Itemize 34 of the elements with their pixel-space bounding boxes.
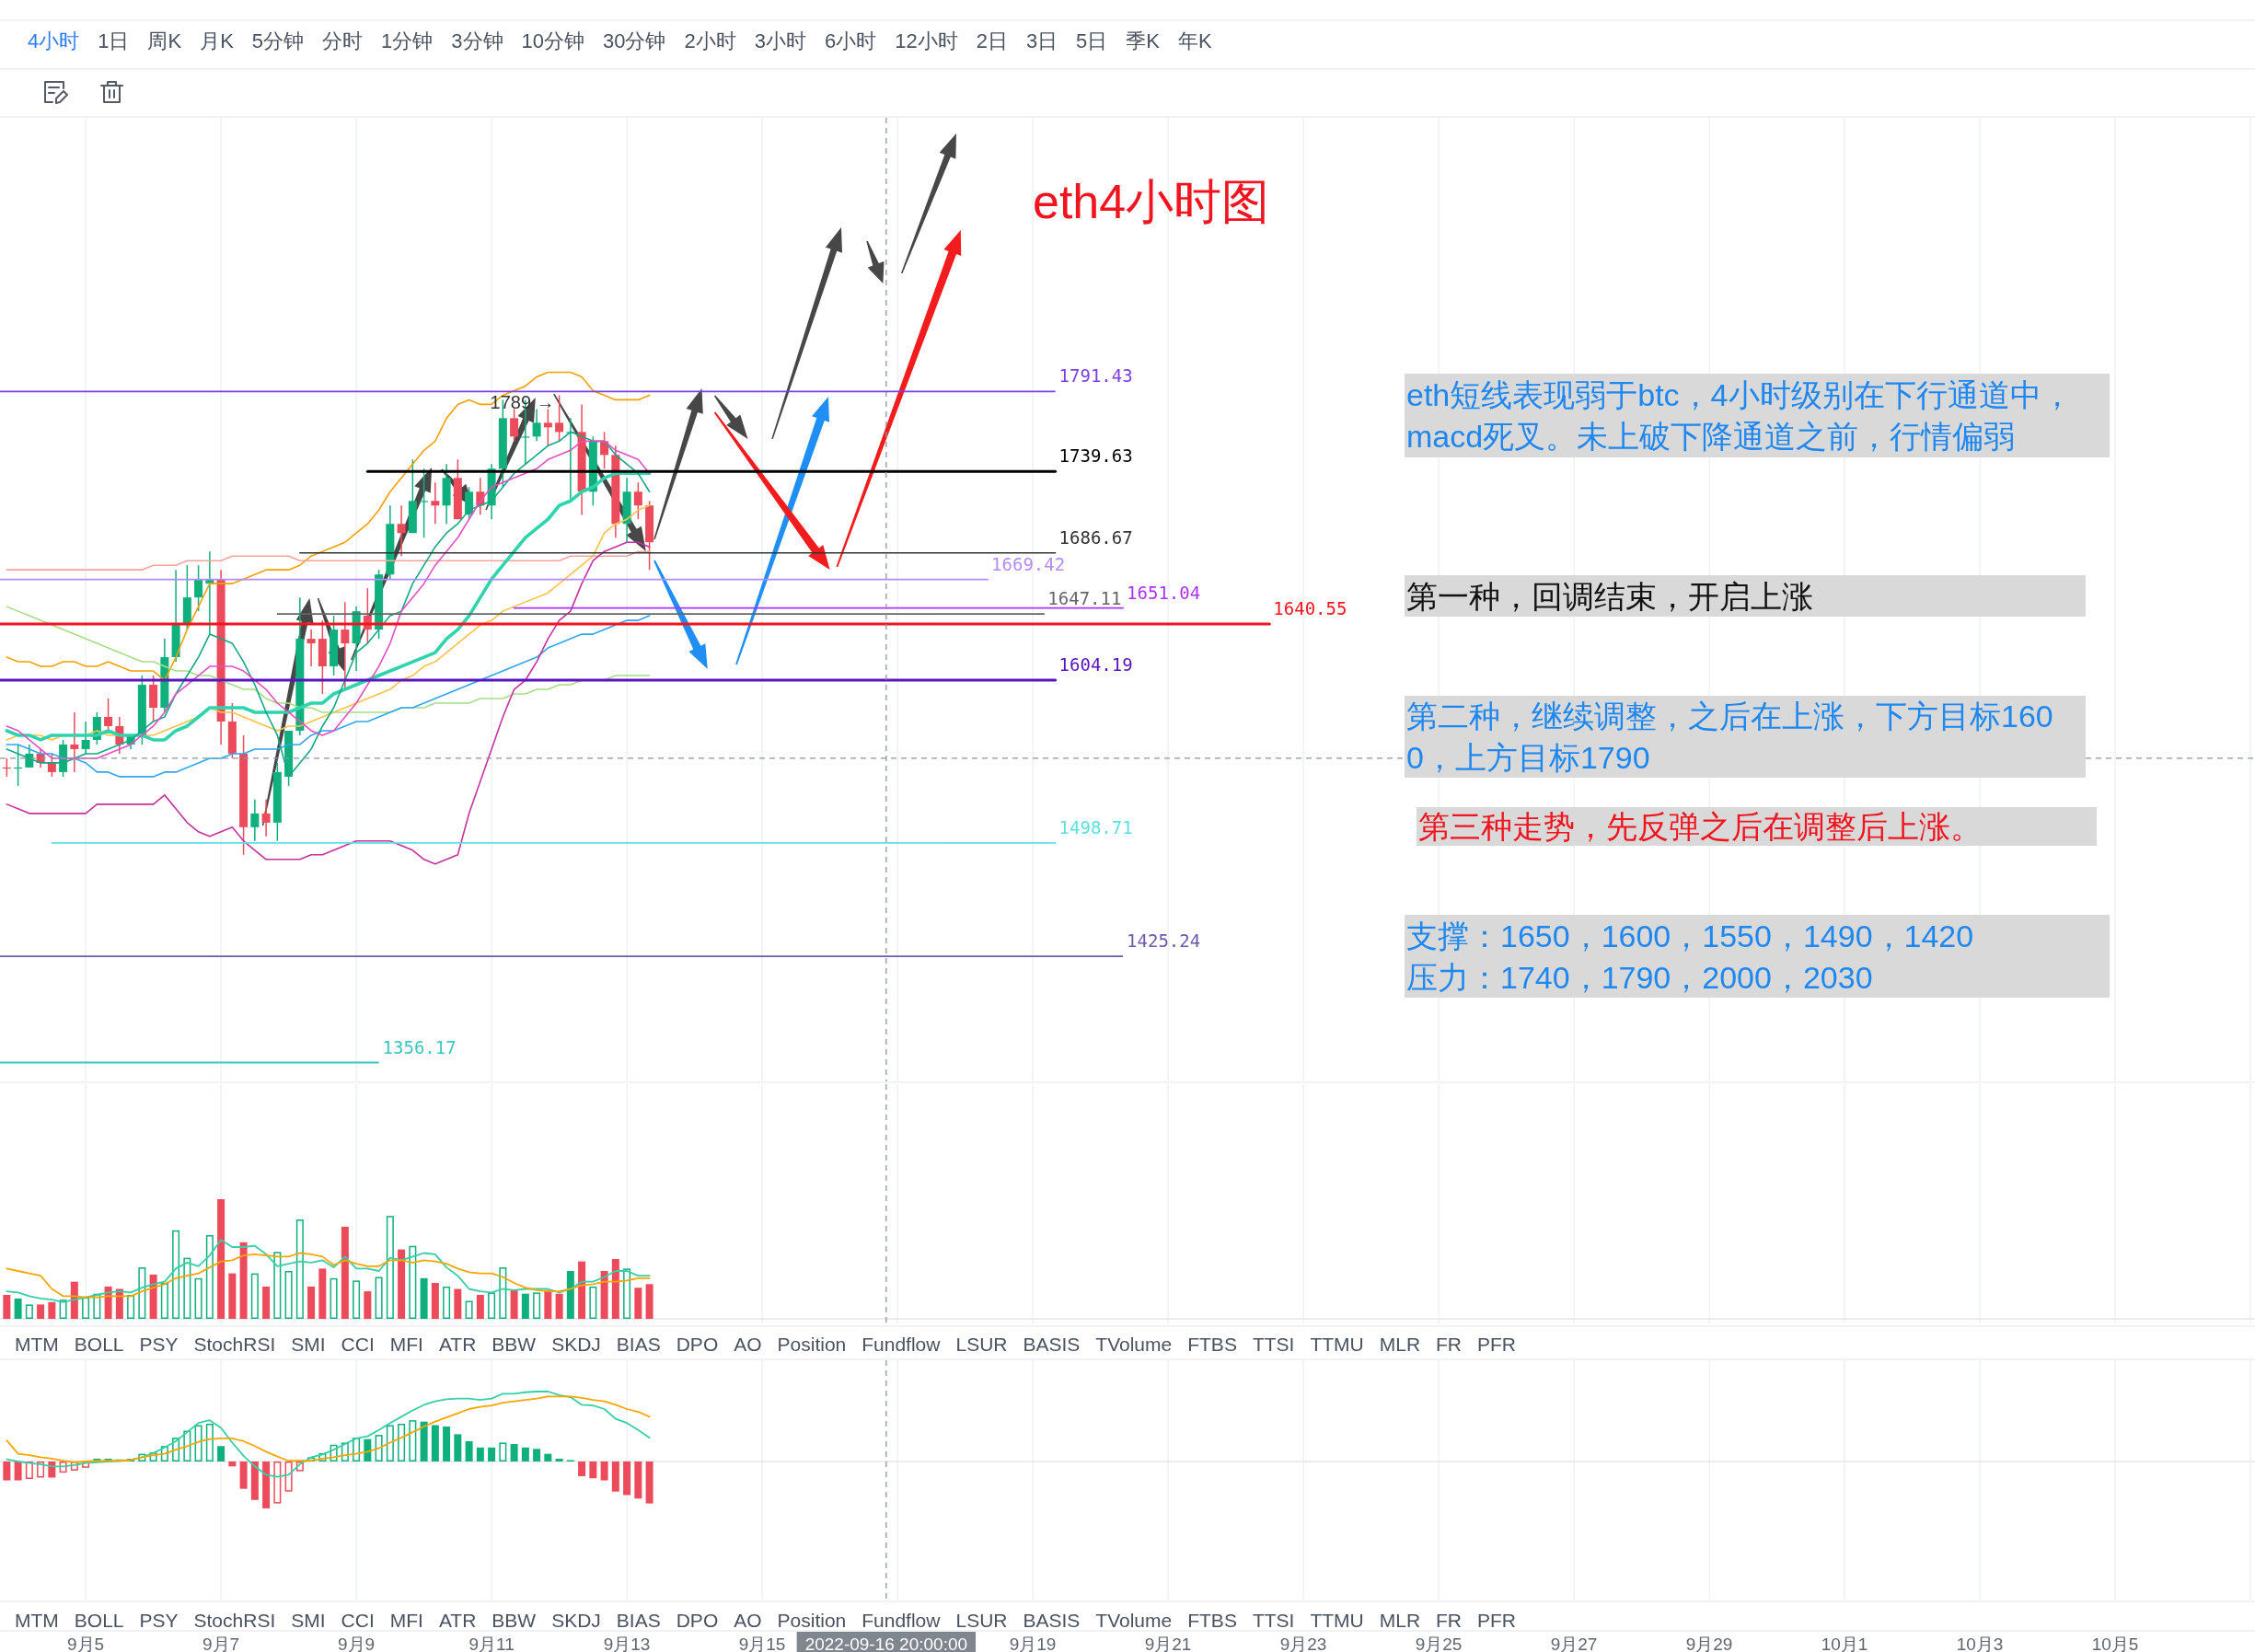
text: 4小时 1日 周K 月K 5分钟 分时 1分钟 3分钟 10分钟 30分钟 2小时 3小时 6小时 12小时 2日 3日 5日 季K 年K [28, 29, 1212, 52]
text: 支撑：1650，1600，1550，1490，1420 压力：1740，1790，2000，2030 [1406, 918, 1974, 995]
x-tick-label: 9月25 [1415, 1634, 1463, 1652]
text: MTM BOLL PSY StochRSI SMI CCI MFI ATR BBW SKDJ BIAS DPO AO Position Fundflow LSUR BASIS TVolume FTBS TTSI TTMU MLR FR PFR [15, 1333, 1517, 1355]
series-label: 1640.55 [1273, 598, 1347, 619]
series-label: 1651.04 [1127, 582, 1201, 603]
x-tick-label: 10月5 [2091, 1634, 2139, 1652]
x-tick-label: 10月3 [1956, 1634, 2004, 1652]
text: 1356.17 [382, 1036, 457, 1057]
x-tick-label: 9月11 [468, 1634, 515, 1652]
chart-title: eth4小时图 [1033, 175, 1270, 228]
x-tick-label: 9月19 [1009, 1634, 1057, 1652]
series-label: 1647.11 [1047, 588, 1122, 609]
series-label: 1739.63 [1058, 445, 1133, 467]
x-tick-label: 9月29 [1685, 1634, 1733, 1652]
series-label: 1604.19 [1058, 654, 1133, 676]
x-tick-label: 9月9 [338, 1634, 376, 1652]
annotation: 第一种，回调结束，开启上涨 [1406, 578, 1813, 614]
x-tick-label: 9月13 [603, 1634, 651, 1652]
text: MTM BOLL PSY StochRSI SMI CCI MFI ATR BBW SKDJ BIAS DPO AO Position Fundflow LSUR BASIS TVolume FTBS TTSI TTMU MLR FR PFR [15, 1609, 1517, 1631]
text: 1425.24 [1127, 930, 1201, 952]
x-tick-label: 9月21 [1144, 1634, 1192, 1652]
text: 1791.43 [1058, 365, 1133, 387]
series-label: 1686.67 [1058, 526, 1133, 548]
x-tick-label: 9月15 [738, 1634, 786, 1652]
x-tick-label: 9月5 [67, 1634, 105, 1652]
series-label: 1669.42 [991, 553, 1066, 574]
x-tick-label: 9月27 [1550, 1634, 1598, 1652]
x-tick-label: 9月23 [1279, 1634, 1327, 1652]
series-label: 1498.71 [1058, 816, 1133, 838]
x-tick-label: 9月7 [202, 1634, 240, 1652]
ref-line-label: 2022-09-16 20:00:00 [804, 1634, 968, 1652]
annotation: 第三种走势，先反弹之后在调整后上涨。 [1418, 809, 1982, 844]
x-tick-label: 10月1 [1821, 1634, 1868, 1652]
